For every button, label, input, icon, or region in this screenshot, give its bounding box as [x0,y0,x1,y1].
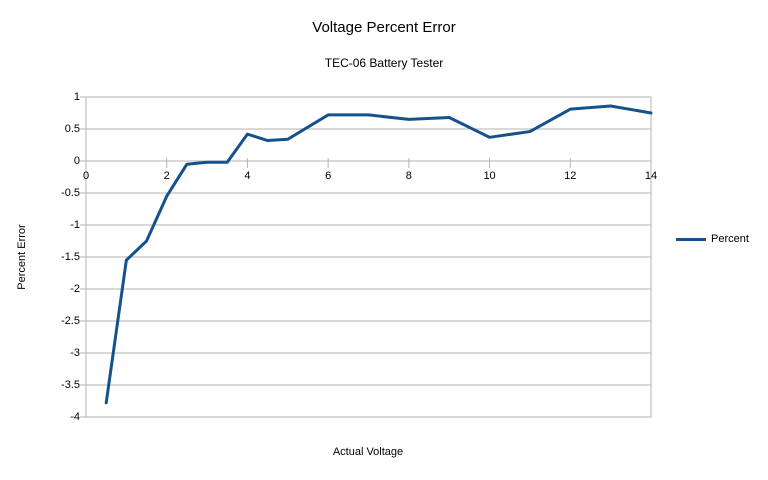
x-tick-label: 2 [163,170,170,182]
y-tick-label: -3.5 [61,378,80,391]
legend-label: Percent [711,233,749,245]
series-line [104,104,653,405]
x-tick-label: 14 [644,170,658,182]
x-tick-label: 12 [564,170,577,182]
y-axis-title: Percent Error [16,224,28,290]
x-tick-label: 8 [405,170,412,182]
legend-line-sample-icon [676,237,706,241]
y-tick-label: -2 [70,282,80,295]
x-tick-label: 4 [244,170,251,182]
y-tick-label: -4 [70,410,80,423]
x-axis-title: Actual Voltage [332,446,404,458]
x-tick-label: 6 [325,170,332,182]
legend: Percent [676,232,749,246]
x-tick-label: 0 [82,170,90,182]
y-tick-label: -1.5 [61,250,80,263]
chart-title: Voltage Percent Error [312,19,456,36]
y-tick-label: 0.5 [64,122,80,135]
y-tick-label: -3 [70,346,80,359]
x-tick-label: 10 [483,170,496,182]
y-tick-label: 1 [73,90,80,103]
y-tick-label: 0 [73,154,80,167]
chart-subtitle: TEC-06 Battery Tester [324,56,444,70]
y-tick-label: -0.5 [61,186,80,199]
y-tick-label: -2.5 [61,314,80,327]
y-tick-label: -1 [70,218,80,231]
